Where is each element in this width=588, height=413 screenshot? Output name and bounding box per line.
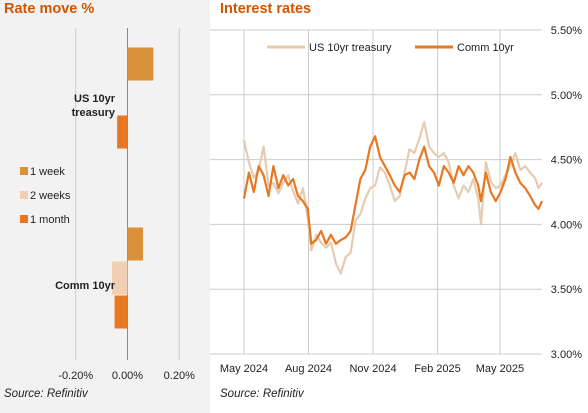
legend-label: 2 weeks [30, 190, 71, 202]
y-tick-label: 4.00% [551, 219, 582, 231]
legend-swatch [20, 215, 28, 223]
category-label: Comm 10yr [55, 280, 116, 292]
series-line [242, 135, 544, 245]
x-tick-label: -0.20% [58, 370, 93, 382]
legend-label: 1 week [30, 166, 65, 178]
x-tick-label: May 2025 [476, 363, 524, 375]
bar [117, 115, 128, 149]
legend-label: US 10yr treasury [309, 42, 392, 54]
y-tick-label: 5.50% [551, 25, 582, 37]
x-tick-label: 0.20% [164, 370, 195, 382]
legend-swatch [20, 191, 28, 199]
series-line [242, 120, 543, 275]
x-tick-label: Feb 2025 [414, 363, 460, 375]
interest-rates-chart: 3.00% 3.50% 4.00% 4.50% 5.00% 5.50% May 2024 Au… [210, 25, 582, 375]
rate-move-title: Rate move % [4, 1, 95, 17]
y-tick-label: 3.50% [551, 284, 582, 296]
legend-swatch [20, 167, 28, 175]
interest-rates-panel: Interest rates 3.00% 3.50% 4.00% 4.50% 5.00%… [210, 0, 588, 413]
bar [114, 295, 128, 329]
x-tick-label: Nov 2024 [349, 363, 396, 375]
x-tick-label: May 2024 [220, 363, 268, 375]
bar [111, 261, 128, 295]
x-tick-label: 0.00% [112, 370, 143, 382]
category-label: treasury [72, 107, 116, 119]
bar [127, 227, 144, 261]
x-tick-label: Aug 2024 [285, 363, 332, 375]
rate-move-panel: Rate move % -0.20% 0.00% 0.20% US 10yr treas… [0, 0, 210, 413]
y-tick-label: 4.50% [551, 155, 582, 167]
y-tick-label: 3.00% [551, 349, 582, 361]
interest-rates-source: Source: Refinitiv [220, 388, 304, 400]
interest-rates-title: Interest rates [220, 1, 312, 17]
rate-move-source: Source: Refinitiv [4, 388, 88, 400]
category-label: US 10yr [74, 93, 116, 105]
legend-label: Comm 10yr [457, 42, 514, 54]
y-tick-label: 5.00% [551, 90, 582, 102]
legend-label: 1 month [30, 214, 70, 226]
bar [127, 47, 154, 81]
rate-move-chart: -0.20% 0.00% 0.20% US 10yr treasury Comm 10yr… [20, 28, 195, 382]
